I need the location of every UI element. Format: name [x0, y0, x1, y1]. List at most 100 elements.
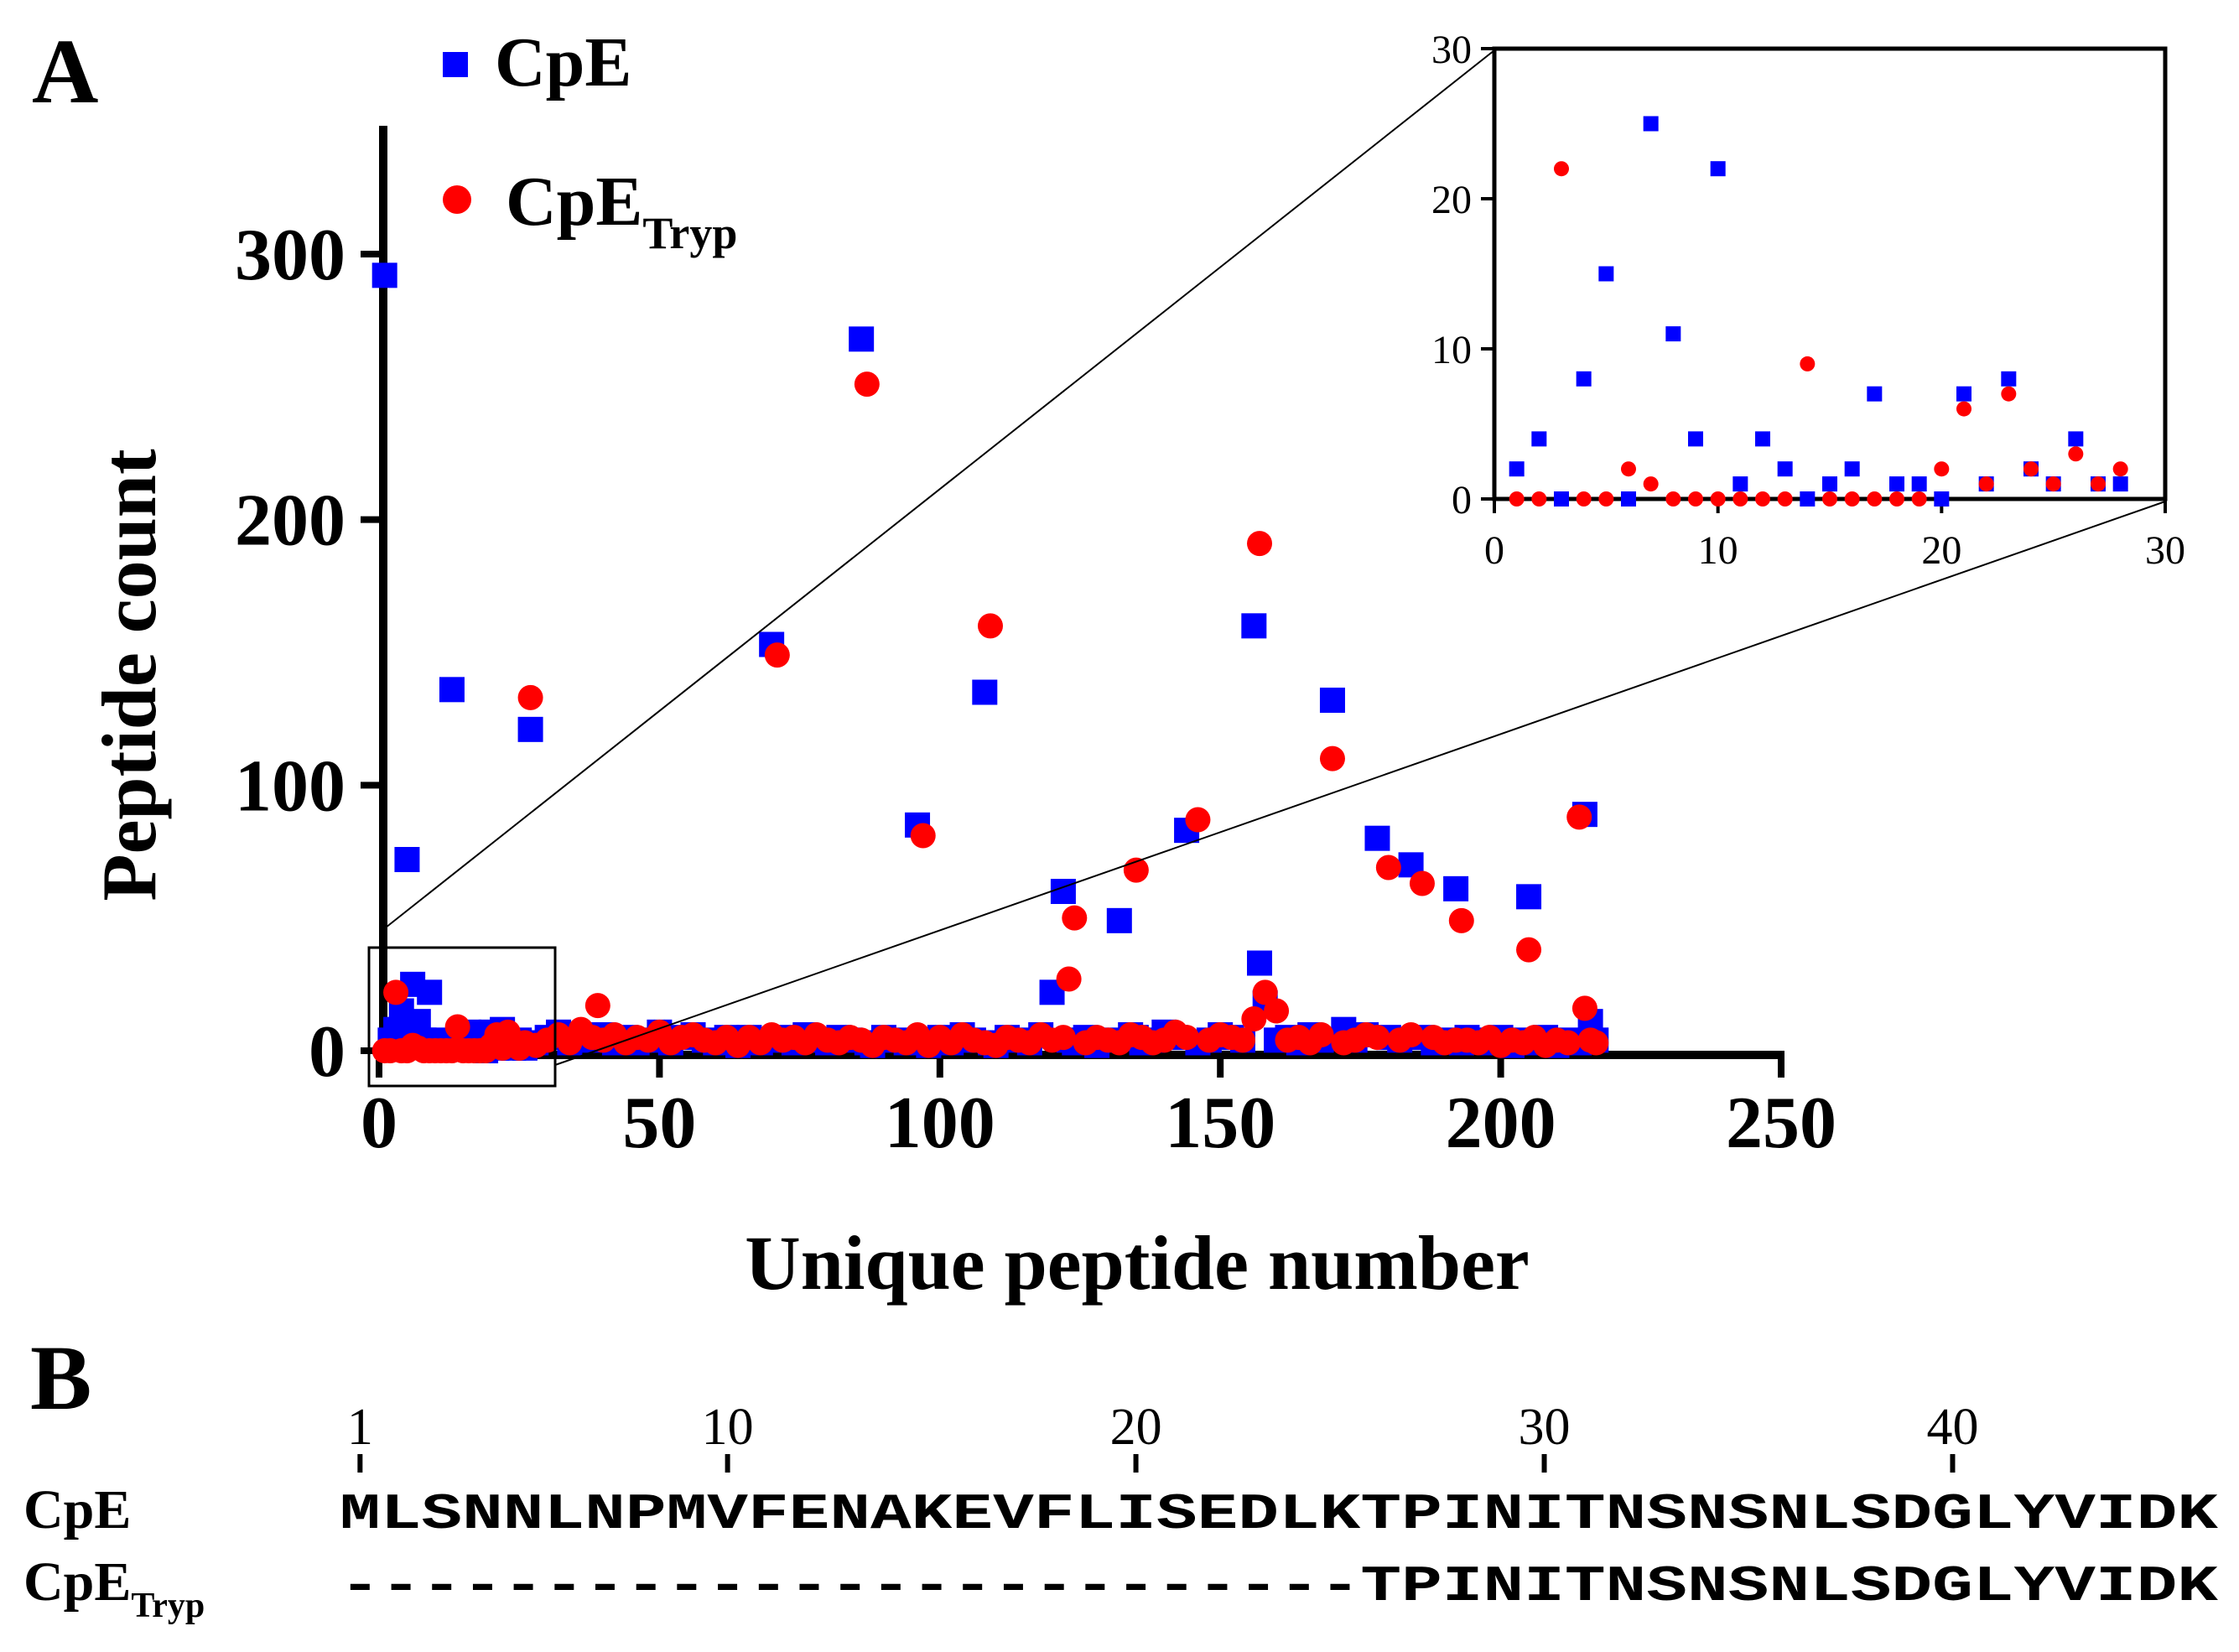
- inset-point-cpe-tryp: [1710, 491, 1726, 507]
- inset-point-cpe: [1665, 326, 1681, 342]
- inset-x-tick-label: 0: [1484, 528, 1504, 573]
- inset-y-tick-label: 0: [1452, 478, 1472, 522]
- inset-point-cpe-tryp: [1800, 356, 1816, 371]
- inset-point-cpe: [1755, 431, 1770, 447]
- point-cpe: [1241, 613, 1267, 639]
- inset-point-cpe-tryp: [1688, 491, 1703, 507]
- inset-x-tick-label: 20: [1921, 528, 1961, 573]
- legend-label-cpe: CpE: [495, 23, 631, 101]
- point-cpe-tryp: [1264, 998, 1290, 1024]
- inset-point-cpe: [1844, 461, 1860, 477]
- inset-point-cpe-tryp: [1867, 491, 1883, 507]
- inset-point-cpe: [1576, 371, 1592, 387]
- point-cpe-tryp: [1247, 531, 1273, 557]
- point-cpe-tryp: [517, 684, 543, 710]
- inset-point-cpe: [1911, 476, 1927, 492]
- point-cpe-tryp: [1516, 937, 1542, 963]
- point-cpe: [1247, 950, 1273, 976]
- point-cpe: [394, 847, 420, 872]
- point-cpe-tryp: [1252, 979, 1278, 1005]
- inset-y-tick-label: 30: [1431, 28, 1472, 72]
- point-cpe-tryp: [977, 613, 1003, 639]
- inset-point-cpe: [1621, 491, 1636, 507]
- point-cpe-tryp: [1555, 1030, 1581, 1056]
- seq-position-label: 30: [1519, 1399, 1571, 1456]
- seq-position-label: 10: [702, 1399, 754, 1456]
- main-x-tick-label: 0: [361, 1083, 397, 1164]
- main-y-axis-label: Peptide count: [86, 449, 172, 901]
- inset-point-cpe-tryp: [1554, 161, 1569, 177]
- legend: CpE CpETryp: [443, 23, 737, 258]
- point-cpe-tryp: [854, 371, 880, 397]
- inset-point-cpe-tryp: [1531, 491, 1547, 507]
- legend-label-cpe-tryp: CpETryp: [506, 163, 737, 258]
- inset-point-cpe-tryp: [1755, 491, 1770, 507]
- inset-point-cpe-tryp: [2112, 461, 2128, 477]
- inset-point-cpe-tryp: [2023, 461, 2039, 477]
- panel-b-label: B: [30, 1327, 91, 1429]
- main-x-tick-label: 50: [622, 1083, 696, 1164]
- inset-points: [1509, 116, 2128, 507]
- point-cpe-tryp: [1409, 870, 1435, 896]
- inset-point-cpe: [1509, 461, 1525, 477]
- point-cpe-tryp: [383, 979, 409, 1005]
- point-cpe-tryp: [1056, 966, 1082, 992]
- inset-point-cpe: [1643, 116, 1659, 132]
- inset-y-tick-label: 10: [1431, 328, 1472, 372]
- point-cpe-tryp: [1174, 1025, 1200, 1051]
- point-cpe: [849, 326, 875, 352]
- inset-point-cpe: [1822, 476, 1837, 492]
- inset-point-cpe-tryp: [1822, 491, 1837, 507]
- inset-point-cpe-tryp: [2001, 386, 2017, 402]
- point-cpe-tryp: [1375, 855, 1401, 881]
- inset-ticks: 0 10 20 30 0 10 20 30: [1431, 28, 2185, 573]
- inset-x-tick-label: 10: [1698, 528, 1738, 573]
- inset-point-cpe-tryp: [1956, 401, 1971, 417]
- point-cpe-tryp: [444, 1014, 470, 1040]
- inset-point-cpe: [1710, 161, 1726, 177]
- point-cpe-tryp: [1571, 995, 1597, 1021]
- point-cpe: [517, 716, 543, 742]
- inset-point-cpe-tryp: [1844, 491, 1860, 507]
- point-cpe-tryp: [1398, 1022, 1424, 1047]
- inset-plot: 0 10 20 30 0 10 20 30: [1431, 28, 2185, 573]
- main-points: [371, 262, 1609, 1063]
- inset-point-cpe-tryp: [1911, 491, 1927, 507]
- main-y-tick-label: 0: [309, 1011, 345, 1093]
- point-cpe-tryp: [1229, 1027, 1255, 1053]
- inset-point-cpe: [1889, 476, 1904, 492]
- point-cpe-tryp: [1062, 905, 1088, 931]
- seq-row-name-cpe-tryp-sub: Tryp: [131, 1587, 205, 1625]
- legend-marker-cpe-tryp: [443, 185, 471, 214]
- seq-position-label: 40: [1926, 1399, 1978, 1456]
- inset-y-tick-label: 20: [1431, 178, 1472, 222]
- inset-point-cpe-tryp: [1576, 491, 1592, 507]
- inset-point-cpe: [1777, 461, 1793, 477]
- zoom-box: [367, 946, 557, 1088]
- inset-point-cpe: [1867, 386, 1883, 402]
- point-cpe: [1106, 907, 1132, 933]
- inset-point-cpe: [1688, 431, 1703, 447]
- inset-point-cpe: [2001, 371, 2017, 387]
- seq-position-label: 20: [1110, 1399, 1162, 1456]
- point-cpe-tryp: [1319, 745, 1345, 771]
- sequence-panel: 1 10 20 30 40 CpE CpETryp MLSNNLNPMVFENAKEVF…: [23, 1399, 2218, 1625]
- main-x-tick-label: 250: [1726, 1083, 1836, 1164]
- point-cpe-tryp: [1185, 807, 1211, 833]
- legend-label-cpe-main: CpE: [495, 23, 631, 101]
- point-cpe: [1364, 825, 1390, 851]
- point-cpe-tryp: [1241, 1006, 1267, 1031]
- seq-row-cpe-tryp: -------------------------TPINITNSNSNLSDG…: [340, 1559, 2218, 1616]
- inset-point-cpe: [1956, 386, 1971, 402]
- inset-point-cpe-tryp: [1665, 491, 1681, 507]
- point-cpe-tryp: [1050, 1025, 1076, 1051]
- point-cpe-tryp: [764, 642, 790, 668]
- inset-point-cpe: [1800, 491, 1816, 507]
- zoom-line-bottom: [554, 501, 2166, 1066]
- main-x-tick-label: 150: [1165, 1083, 1275, 1164]
- main-y-tick-label: 200: [235, 481, 345, 562]
- seq-row-name-cpe-tryp-main: CpE: [23, 1551, 131, 1613]
- seq-row-name-cpe-main: CpE: [23, 1479, 131, 1540]
